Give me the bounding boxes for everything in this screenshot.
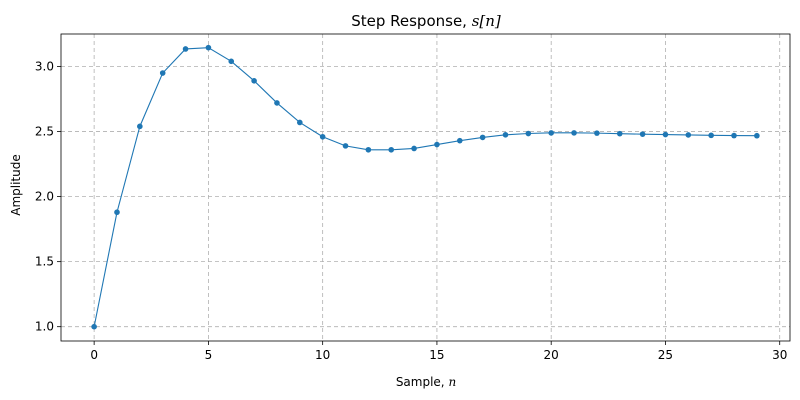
x-tick-label: 20 xyxy=(544,348,559,362)
data-point xyxy=(731,132,737,139)
x-tick-label: 25 xyxy=(658,348,673,362)
data-point xyxy=(228,58,235,65)
data-point xyxy=(114,209,120,216)
data-point xyxy=(594,130,600,136)
x-tick-label: 10 xyxy=(315,348,330,362)
data-point xyxy=(434,141,440,148)
series-line xyxy=(93,47,757,327)
chart-title-math: s[n] xyxy=(472,12,501,30)
chart-title: Step Response, s[n] xyxy=(351,12,501,30)
chart-title-text: Step Response, xyxy=(351,12,472,30)
series-layer xyxy=(91,44,760,330)
data-point xyxy=(205,44,212,51)
data-point xyxy=(365,146,372,153)
data-point xyxy=(479,134,486,141)
data-point xyxy=(137,123,143,130)
x-axis-label-text: Sample, xyxy=(396,375,449,389)
grid xyxy=(61,34,790,341)
data-point xyxy=(297,119,303,126)
data-point xyxy=(251,78,257,84)
y-tick-label: 1.0 xyxy=(35,320,54,334)
data-point xyxy=(685,132,692,138)
data-point xyxy=(319,133,326,140)
x-axis-label: Sample, n xyxy=(396,375,456,389)
data-point xyxy=(274,100,280,106)
data-point xyxy=(456,137,463,144)
data-point xyxy=(662,131,669,138)
x-tick-label: 0 xyxy=(90,348,98,362)
x-tick-label: 30 xyxy=(772,348,787,362)
data-point xyxy=(182,46,189,52)
data-point xyxy=(708,132,714,139)
data-point xyxy=(502,132,509,138)
x-axis-ticks: 0 5 10 15 20 25 30 xyxy=(90,341,787,362)
data-point xyxy=(616,130,623,137)
data-point xyxy=(525,130,532,137)
data-point xyxy=(342,143,349,149)
data-point xyxy=(159,70,166,76)
x-tick-label: 15 xyxy=(429,348,444,362)
data-point xyxy=(91,323,97,330)
data-point xyxy=(388,146,395,153)
x-axis-label-math: n xyxy=(448,375,456,389)
data-point xyxy=(411,145,417,152)
y-tick-label: 2.0 xyxy=(35,190,54,204)
data-point xyxy=(754,132,760,139)
y-tick-label: 3.0 xyxy=(35,60,54,74)
y-axis-label: Amplitude xyxy=(9,154,23,216)
data-point xyxy=(548,130,554,136)
data-markers xyxy=(91,44,760,330)
data-point xyxy=(571,130,577,136)
y-axis-ticks: 1.0 1.5 2.0 2.5 3.0 xyxy=(35,60,61,334)
data-point xyxy=(639,131,646,137)
plot-area-frame xyxy=(60,33,791,342)
x-tick-label: 5 xyxy=(205,348,213,362)
y-tick-label: 1.5 xyxy=(35,255,54,269)
y-tick-label: 2.5 xyxy=(35,125,54,139)
